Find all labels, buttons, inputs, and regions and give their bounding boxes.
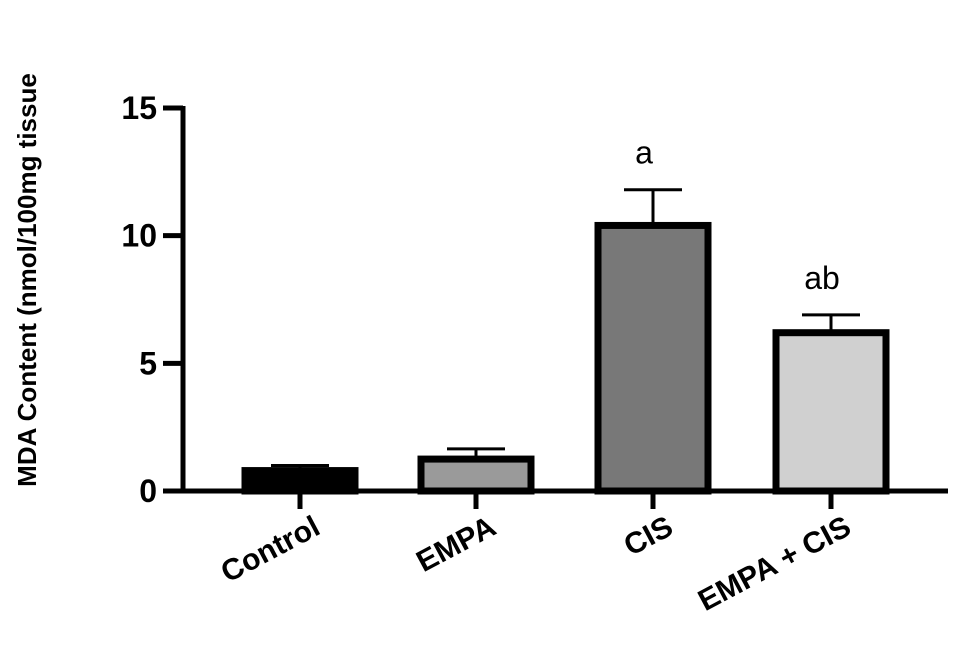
x-tick-label: CIS (619, 510, 679, 563)
bar-empa (417, 455, 535, 495)
y-axis: 0 5 10 15 (121, 90, 186, 509)
bars-group (241, 221, 890, 495)
data-labels-group: a ab (635, 135, 840, 296)
x-tick-label: Control (216, 510, 326, 589)
y-tick-label: 5 (139, 345, 157, 381)
x-axis: Control EMPA CIS EMPA + CIS (181, 488, 948, 618)
y-tick-label: 10 (121, 218, 157, 254)
significance-label: ab (804, 260, 840, 296)
y-tick-label: 15 (121, 90, 157, 126)
x-tick-label: EMPA + CIS (693, 510, 856, 618)
bar-empa-cis (772, 329, 890, 495)
error-bars-group (271, 188, 860, 471)
bar-cis (594, 221, 712, 495)
x-tick-label: EMPA (411, 510, 501, 579)
significance-label: a (635, 135, 653, 171)
y-tick-label: 0 (139, 473, 157, 509)
y-axis-label: MDA Content (nmol/100mg tissue (12, 73, 42, 487)
bar-control (241, 467, 359, 495)
